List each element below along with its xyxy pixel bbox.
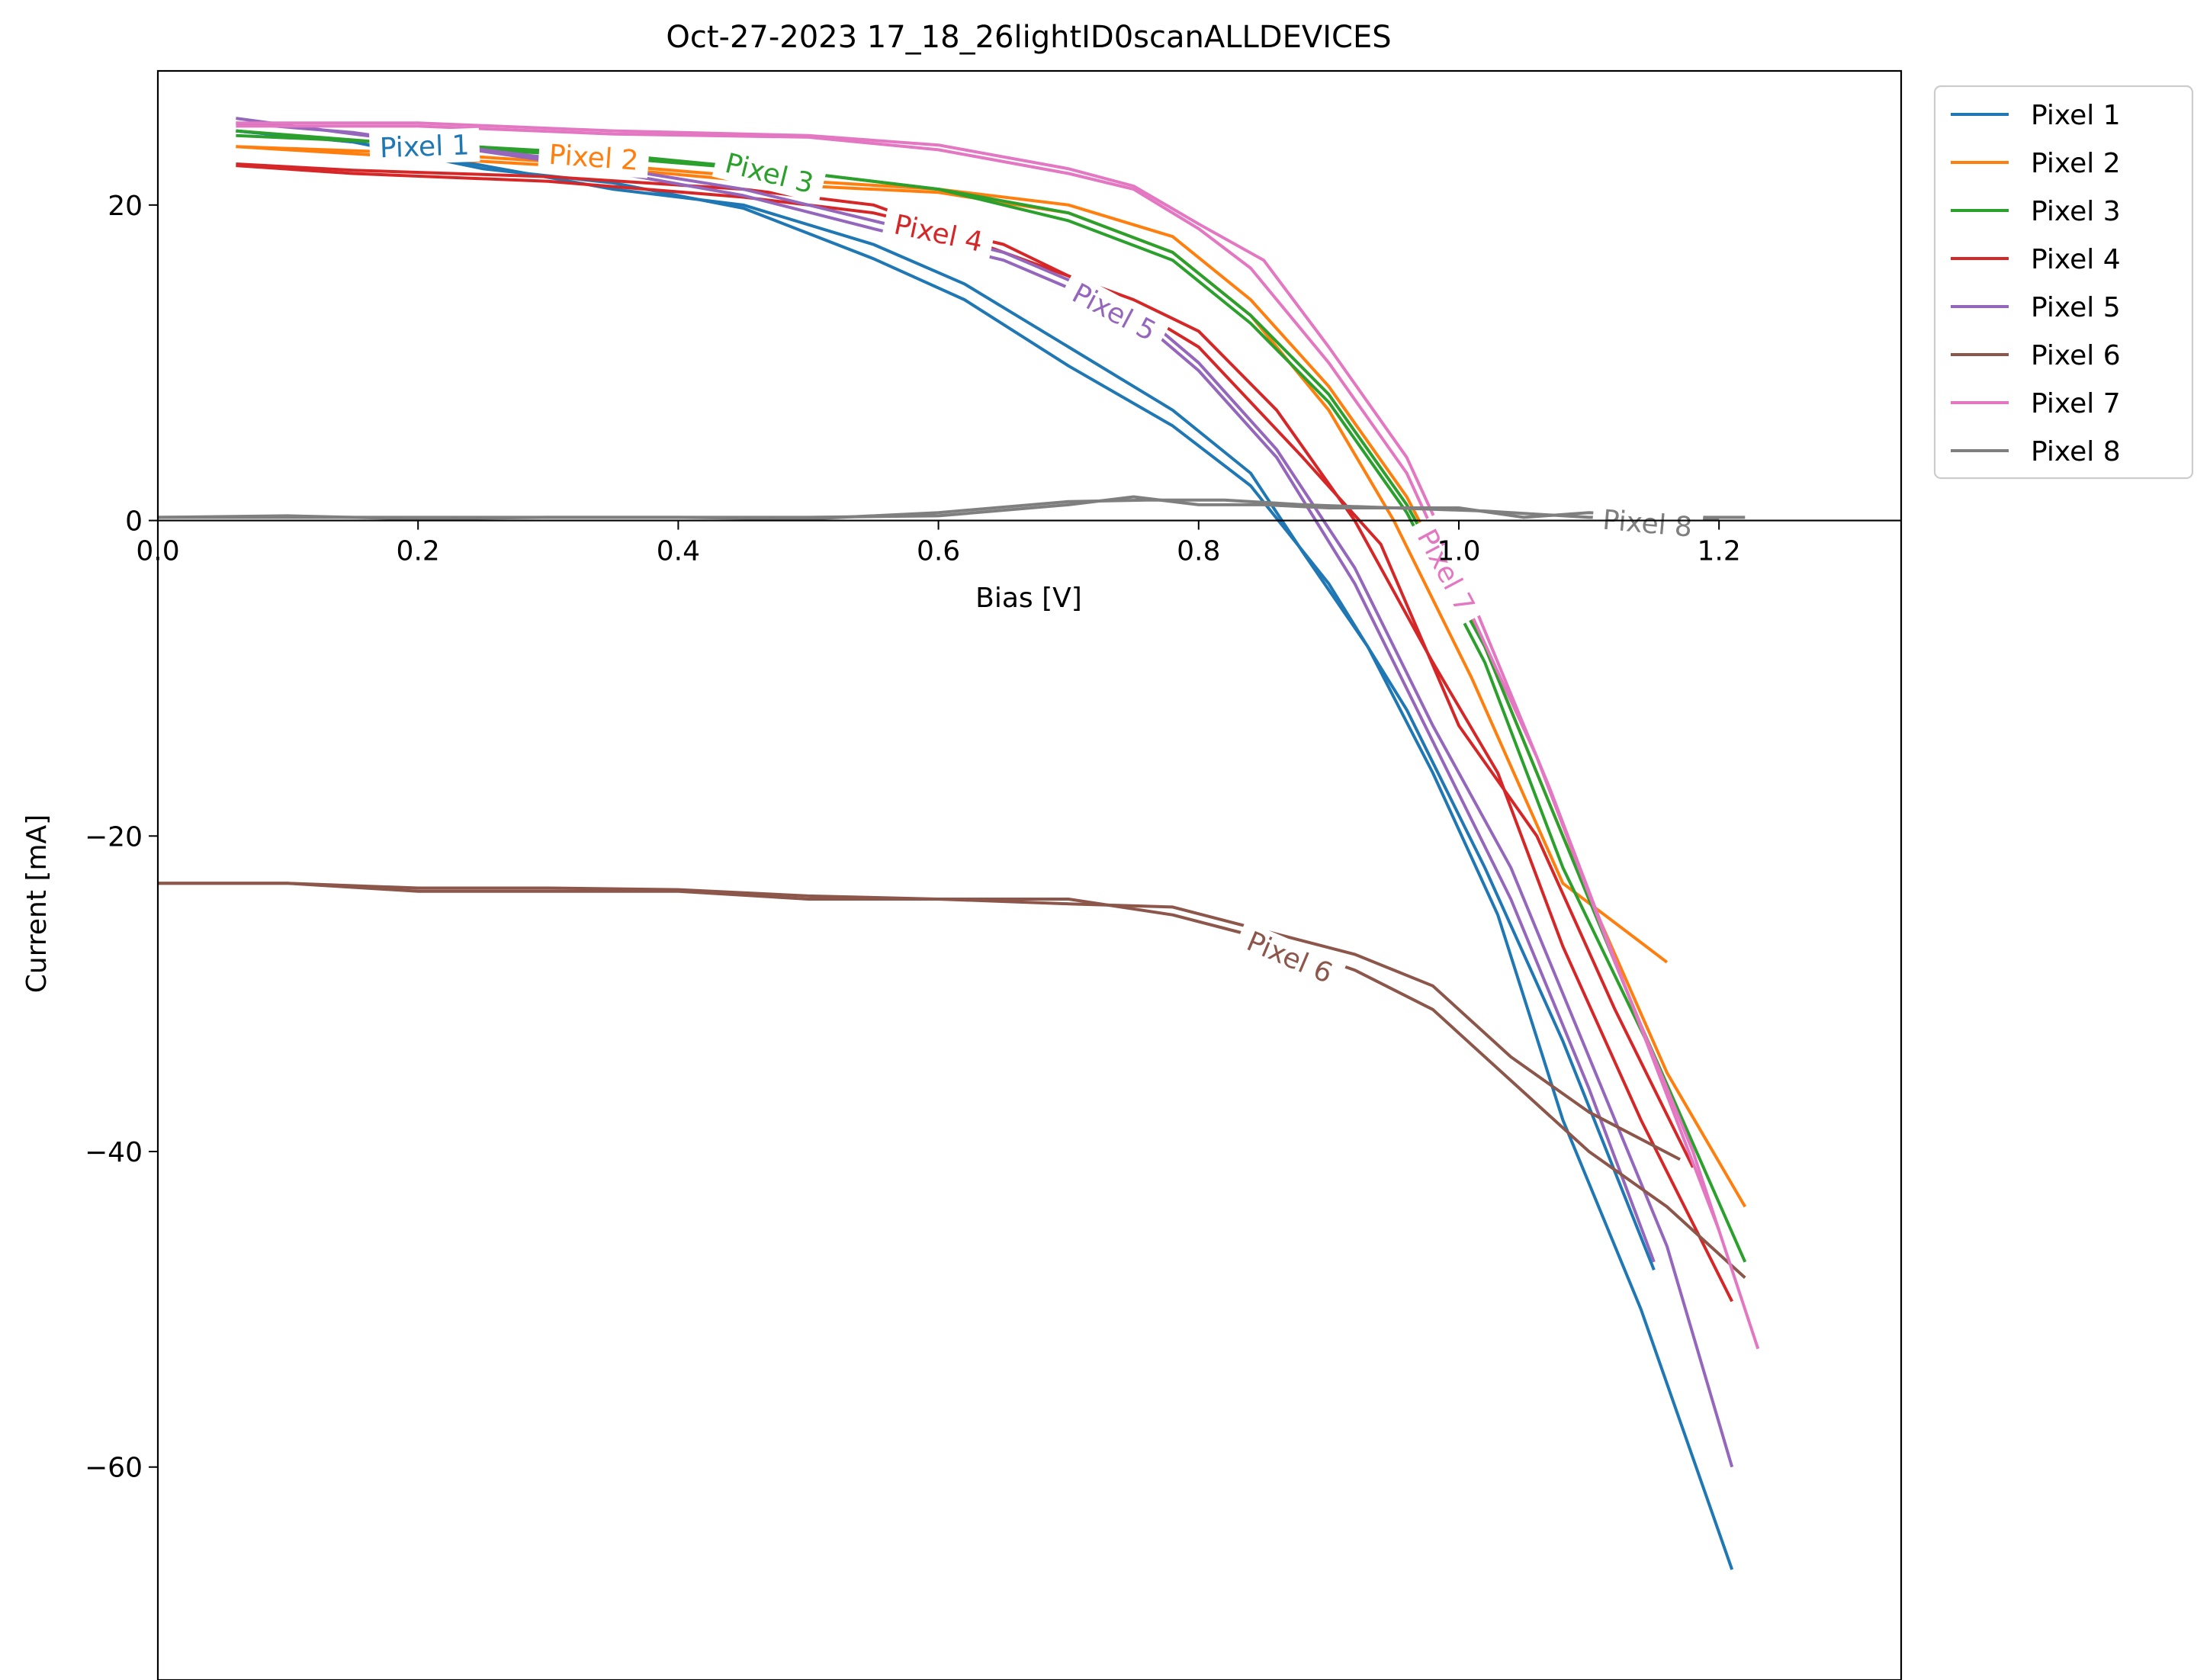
inline-label-bg (1591, 502, 1704, 545)
x-axis-label: Bias [V] (975, 583, 1082, 614)
legend: Pixel 1 Pixel 2 Pixel 3 Pixel 4 Pixel 5 Pixel… (1933, 85, 2194, 480)
inline-label-text: Pixel 6 (1242, 926, 1337, 990)
legend-label-pixel-5: Pixel 5 (2031, 292, 2121, 323)
inline-label-pixel-8: Pixel 8 (1591, 502, 1704, 545)
legend-label-pixel-6: Pixel 6 (2031, 340, 2121, 371)
series-line-pixel-8-sweep-1 (158, 495, 1720, 521)
legend-label-pixel-4: Pixel 4 (2031, 244, 2121, 275)
series-pixel-8 (157, 495, 1746, 521)
inline-label-bg (538, 137, 650, 178)
legend-label-pixel-1: Pixel 1 (2031, 100, 2121, 131)
series-pixel-7 (236, 121, 1760, 1350)
x-tick-label: 0.0 (136, 536, 179, 567)
inline-label-bg (712, 143, 827, 204)
x-tick-label: 0.2 (397, 536, 440, 567)
x-tick-label: 1.0 (1437, 536, 1480, 567)
inline-label-text: Pixel 8 (1601, 505, 1694, 544)
inline-label-text: Pixel 5 (1067, 278, 1161, 347)
legend-label-pixel-7: Pixel 7 (2031, 388, 2121, 419)
inline-label-text: Pixel 1 (379, 130, 470, 164)
y-axis-label: Current [mA] (21, 814, 53, 993)
legend-label-pixel-8: Pixel 8 (2031, 436, 2121, 467)
inline-label-pixel-1: Pixel 1 (368, 127, 480, 165)
inline-label-pixel-6: Pixel 6 (1232, 920, 1348, 994)
inline-label-bg (368, 127, 480, 165)
inline-label-pixel-2: Pixel 2 (538, 137, 650, 178)
y-tick-label: −60 (85, 1453, 143, 1484)
x-tick-label: 0.4 (657, 536, 700, 567)
series-line-pixel-4-sweep-1 (236, 162, 1733, 1303)
x-tick-label: 0.8 (1177, 536, 1220, 567)
inline-label-pixel-4: Pixel 4 (881, 205, 996, 262)
series-line-pixel-7-sweep-2 (236, 121, 1721, 1232)
series-line-pixel-1-sweep-1 (236, 129, 1734, 1570)
series-pixel-4 (236, 162, 1733, 1303)
plot-frame (156, 69, 1903, 1680)
inline-label-text: Pixel 2 (548, 140, 639, 177)
x-tick-label: 0.6 (917, 536, 960, 567)
series-line-pixel-5-sweep-2 (236, 121, 1656, 1263)
inline-label-bg (1057, 271, 1171, 353)
series-line-pixel-4-sweep-2 (236, 164, 1694, 1168)
series-line-pixel-6-sweep-1 (158, 882, 1746, 1279)
inline-label-bg (881, 205, 996, 262)
y-tick-label: −40 (85, 1137, 143, 1168)
series-pixel-2 (236, 145, 1747, 1208)
y-tick-label: 20 (108, 191, 143, 222)
inline-label-pixel-5: Pixel 5 (1057, 271, 1171, 353)
series-line-pixel-2-sweep-1 (236, 145, 1747, 1208)
legend-label-pixel-2: Pixel 2 (2031, 148, 2121, 179)
series-line-pixel-1-sweep-2 (236, 129, 1656, 1270)
series-layer (157, 117, 1760, 1570)
inline-label-bg (1232, 920, 1348, 994)
axis-layer: 0.0 0.2 0.4 0.6 0.8 1.0 1.2 20 0 −20 −40 −60 (85, 191, 1901, 1484)
series-pixel-1 (236, 129, 1734, 1570)
x-tick-label: 1.2 (1698, 536, 1741, 567)
y-tick-label: 0 (125, 506, 143, 538)
inline-label-bg (1405, 514, 1487, 628)
chart-title: Oct-27-2023 17_18_26lightID0scanALLDEVIC… (666, 20, 1391, 55)
y-tick-label: −20 (85, 821, 143, 853)
series-line-pixel-8-sweep-2 (157, 498, 1746, 521)
series-line-pixel-6-sweep-2 (158, 882, 1681, 1161)
legend-label-pixel-3: Pixel 3 (2031, 196, 2121, 227)
legend-box (1933, 85, 2194, 480)
series-pixel-6 (158, 882, 1746, 1279)
